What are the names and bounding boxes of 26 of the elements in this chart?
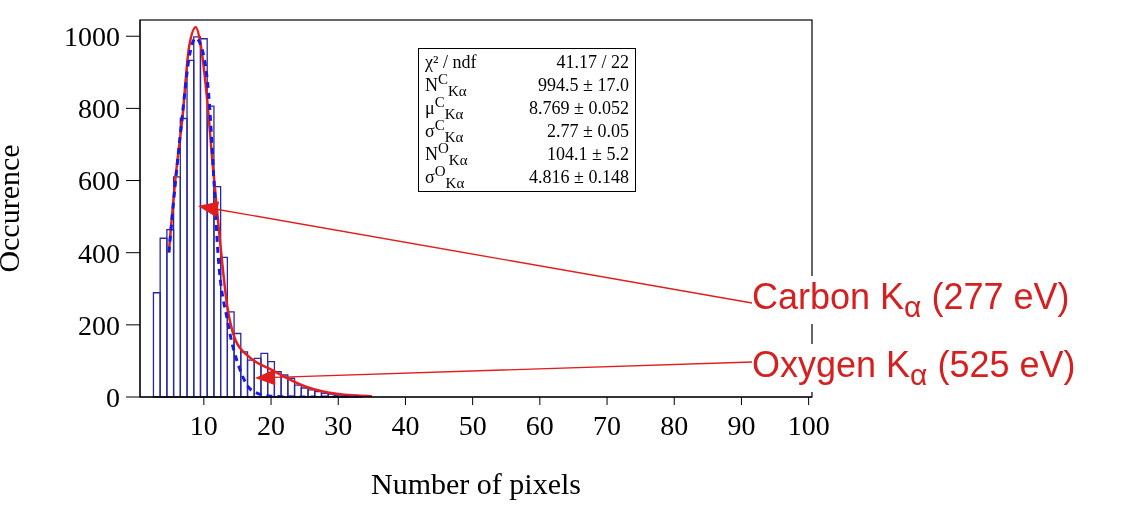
x-tick-label: 30 bbox=[324, 409, 353, 441]
annotation: χ² / ndf bbox=[425, 52, 477, 73]
y-tick-label: 1000 bbox=[64, 21, 120, 53]
annotation: 8.769 ± 0.052 bbox=[529, 98, 629, 119]
annotation: 994.5 ± 17.0 bbox=[538, 75, 629, 96]
x-tick-label: 50 bbox=[458, 409, 487, 441]
annotation: Oxygen K$_{α}$ (525 eV) bbox=[752, 344, 1076, 393]
x-tick-label: 90 bbox=[727, 409, 756, 441]
annotation: Carbon K$_{α}$ (277 eV) bbox=[752, 276, 1070, 325]
y-tick-label: 400 bbox=[78, 237, 120, 269]
y-tick-label: 800 bbox=[78, 93, 120, 125]
x-tick-label: 70 bbox=[593, 409, 622, 441]
y-tick-label: 200 bbox=[78, 309, 120, 341]
x-tick-label: 60 bbox=[525, 409, 554, 441]
annotation: 2.77 ± 0.05 bbox=[547, 121, 629, 142]
x-tick-label: 20 bbox=[257, 409, 286, 441]
y-tick-label: 600 bbox=[78, 165, 120, 197]
x-tick-label: 80 bbox=[660, 409, 689, 441]
annotation: 41.17 / 22 bbox=[556, 52, 629, 73]
annotation: 104.1 ± 5.2 bbox=[547, 144, 629, 165]
x-axis-title: Number of pixels bbox=[371, 467, 581, 500]
x-tick-label: 40 bbox=[391, 409, 420, 441]
x-tick-label: 100 bbox=[787, 409, 830, 441]
y-tick-label: 0 bbox=[106, 381, 120, 413]
x-tick-label: 10 bbox=[189, 409, 218, 441]
annotation: 4.816 ± 0.148 bbox=[529, 167, 629, 188]
